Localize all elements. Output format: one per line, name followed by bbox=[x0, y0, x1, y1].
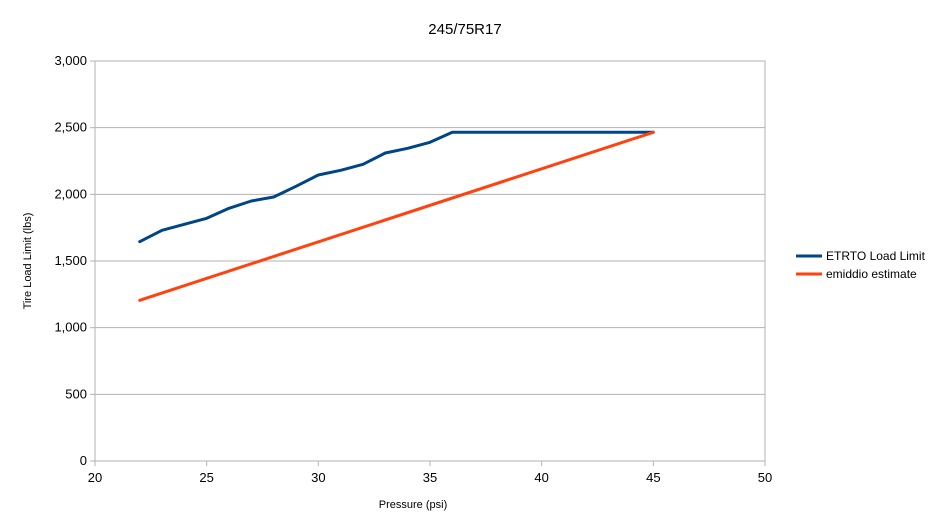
x-tick-label: 50 bbox=[758, 470, 772, 485]
y-tick-label: 2,000 bbox=[54, 186, 87, 201]
legend-label: emiddio estimate bbox=[826, 267, 917, 281]
legend-label: ETRTO Load Limit bbox=[826, 249, 926, 263]
series-line-2 bbox=[138, 130, 655, 302]
x-tick-label: 25 bbox=[199, 470, 213, 485]
y-tick-label: 1,500 bbox=[54, 253, 87, 268]
x-tick-label: 30 bbox=[311, 470, 325, 485]
x-tick-label: 20 bbox=[88, 470, 102, 485]
y-axis-ticks: 0 500 1,000 1,500 2,000 2,500 3,000 bbox=[54, 53, 95, 468]
x-tick-label: 35 bbox=[423, 470, 437, 485]
x-axis-label: Pressure (psi) bbox=[379, 499, 447, 511]
x-tick-label: 40 bbox=[534, 470, 548, 485]
legend: ETRTO Load Limit emiddio estimate bbox=[796, 249, 926, 281]
x-axis-ticks: 20 25 30 35 40 45 50 bbox=[88, 461, 772, 485]
chart-title: 245/75R17 bbox=[428, 21, 501, 38]
y-tick-label: 500 bbox=[65, 386, 87, 401]
y-tick-label: 3,000 bbox=[54, 53, 87, 68]
y-tick-label: 2,500 bbox=[54, 120, 87, 135]
series-lines bbox=[138, 130, 655, 302]
y-tick-label: 1,000 bbox=[54, 320, 87, 335]
series-line-1 bbox=[138, 130, 655, 244]
y-tick-label: 0 bbox=[80, 453, 87, 468]
x-tick-label: 45 bbox=[646, 470, 660, 485]
gridlines bbox=[95, 60, 765, 462]
y-axis-label: Tire Load Limit (lbs) bbox=[22, 213, 34, 310]
